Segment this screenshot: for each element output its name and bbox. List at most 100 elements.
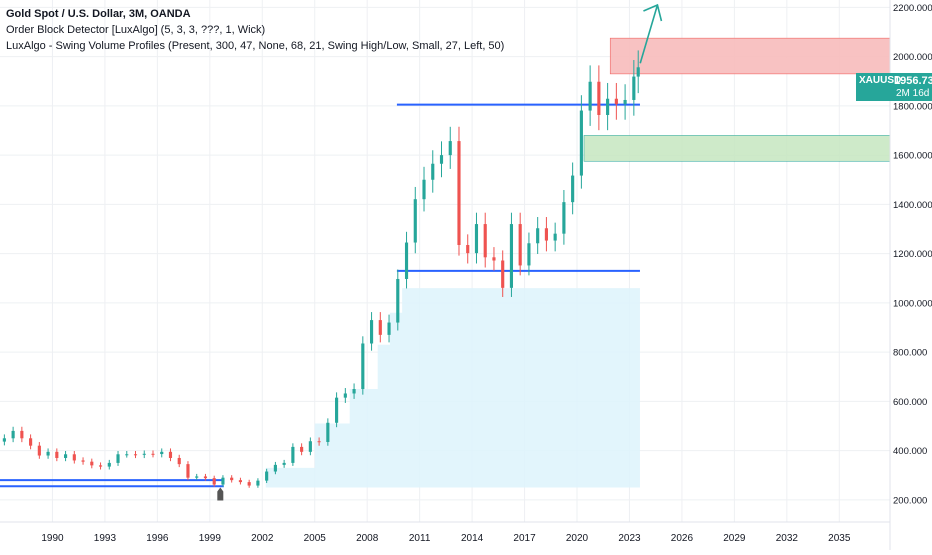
x-tick-label: 2029 bbox=[723, 533, 746, 544]
candle-body[interactable] bbox=[326, 422, 330, 442]
candle-body[interactable] bbox=[335, 397, 339, 423]
candle-body[interactable] bbox=[55, 451, 59, 458]
candle-body[interactable] bbox=[352, 389, 356, 394]
indicator-order-block-label[interactable]: Order Block Detector [LuxAlgo] (5, 3, 3,… bbox=[6, 24, 266, 36]
candle-body[interactable] bbox=[636, 67, 640, 77]
candle-body[interactable] bbox=[632, 76, 636, 100]
x-tick-label: 1996 bbox=[146, 533, 169, 544]
candle-body[interactable] bbox=[177, 457, 181, 465]
candle-body[interactable] bbox=[448, 141, 452, 156]
candle-body[interactable] bbox=[212, 478, 216, 485]
x-tick-label: 2008 bbox=[356, 533, 379, 544]
y-tick-label: 1200.000 bbox=[893, 249, 932, 260]
candle-body[interactable] bbox=[579, 110, 583, 176]
low-marker-icon bbox=[217, 487, 224, 501]
candle-body[interactable] bbox=[501, 260, 505, 288]
y-tick-label: 1600.000 bbox=[893, 151, 932, 162]
candle-body[interactable] bbox=[20, 430, 24, 439]
bullish-order-block bbox=[583, 135, 891, 162]
candle-body[interactable] bbox=[98, 465, 103, 467]
candle-body[interactable] bbox=[396, 278, 400, 323]
candle-body[interactable] bbox=[606, 98, 610, 115]
candle-body[interactable] bbox=[518, 224, 522, 266]
candle-body[interactable] bbox=[125, 454, 129, 456]
x-tick-label: 2017 bbox=[513, 533, 536, 544]
x-tick-label: 2035 bbox=[828, 533, 851, 544]
candle-body[interactable] bbox=[133, 454, 138, 456]
candle-body[interactable] bbox=[151, 453, 155, 455]
candle-body[interactable] bbox=[11, 430, 15, 439]
candle-body[interactable] bbox=[238, 480, 242, 483]
candle-body[interactable] bbox=[343, 393, 347, 398]
candle-body[interactable] bbox=[431, 163, 435, 180]
candle-body[interactable] bbox=[369, 320, 374, 344]
candle-body[interactable] bbox=[221, 477, 225, 485]
candle-body[interactable] bbox=[256, 480, 260, 486]
candle-body[interactable] bbox=[186, 464, 190, 478]
candle-body[interactable] bbox=[387, 322, 391, 335]
candle-body[interactable] bbox=[457, 141, 461, 245]
candle-body[interactable] bbox=[300, 446, 304, 452]
candle-body[interactable] bbox=[536, 228, 540, 244]
candle-body[interactable] bbox=[203, 476, 208, 479]
candle-body[interactable] bbox=[527, 243, 531, 266]
y-tick-label: 200.000 bbox=[893, 495, 927, 506]
last-price-tag: XAUUSD 1956.730 2M 16d bbox=[856, 73, 932, 101]
candle-body[interactable] bbox=[72, 454, 76, 461]
candle-body[interactable] bbox=[308, 441, 312, 452]
projection-arrow-head bbox=[643, 3, 663, 22]
candle-body[interactable] bbox=[265, 471, 269, 481]
symbol-title[interactable]: Gold Spot / U.S. Dollar, 3M, OANDA bbox=[6, 8, 191, 20]
candle-body[interactable] bbox=[160, 451, 164, 455]
x-tick-label: 2023 bbox=[618, 533, 641, 544]
price-tag-price: 1956.730 bbox=[894, 75, 932, 87]
candle-body[interactable] bbox=[623, 99, 627, 105]
candle-body[interactable] bbox=[46, 451, 50, 456]
candle-body[interactable] bbox=[483, 224, 487, 258]
y-tick-label: 400.000 bbox=[893, 446, 927, 457]
candle-body[interactable] bbox=[273, 464, 277, 472]
candle-body[interactable] bbox=[544, 228, 548, 241]
candle-body[interactable] bbox=[63, 454, 68, 458]
candle-body[interactable] bbox=[588, 81, 592, 111]
x-tick-label: 1999 bbox=[199, 533, 222, 544]
candle-body[interactable] bbox=[466, 244, 470, 254]
candle-body[interactable] bbox=[230, 477, 234, 481]
candle-body[interactable] bbox=[553, 233, 557, 241]
candle-body[interactable] bbox=[29, 438, 33, 446]
candle-body[interactable] bbox=[439, 155, 444, 164]
candle-body[interactable] bbox=[195, 476, 199, 478]
indicator-volume-profile-label[interactable]: LuxAlgo - Swing Volume Profiles (Present… bbox=[6, 40, 505, 52]
candle-body[interactable] bbox=[168, 451, 173, 458]
candle-body[interactable] bbox=[361, 343, 365, 390]
candle-body[interactable] bbox=[562, 202, 566, 234]
candle-body[interactable] bbox=[116, 454, 120, 463]
candle-body[interactable] bbox=[2, 438, 6, 442]
y-tick-label: 600.000 bbox=[893, 397, 927, 408]
candle-body[interactable] bbox=[282, 462, 286, 465]
candle-body[interactable] bbox=[571, 175, 575, 203]
candle-body[interactable] bbox=[413, 199, 417, 243]
candle-body[interactable] bbox=[291, 446, 295, 463]
candle-body[interactable] bbox=[107, 462, 111, 467]
candle-body[interactable] bbox=[509, 224, 514, 288]
candle-body[interactable] bbox=[247, 482, 251, 486]
candle-body[interactable] bbox=[597, 81, 601, 115]
candle-body[interactable] bbox=[317, 441, 321, 443]
candle-body[interactable] bbox=[142, 453, 146, 455]
chart-legend: Gold Spot / U.S. Dollar, 3M, OANDA Order… bbox=[6, 6, 504, 54]
candle-body[interactable] bbox=[492, 257, 496, 261]
candle-body[interactable] bbox=[81, 460, 85, 462]
candle-body[interactable] bbox=[614, 98, 618, 105]
y-tick-label: 800.000 bbox=[893, 348, 927, 359]
candle-body[interactable] bbox=[422, 179, 426, 200]
projection-arrow[interactable] bbox=[639, 4, 659, 64]
candle-body[interactable] bbox=[474, 224, 479, 254]
y-tick-label: 1400.000 bbox=[893, 200, 932, 211]
candle-body[interactable] bbox=[90, 461, 94, 466]
candle-body[interactable] bbox=[404, 242, 409, 279]
candle-body[interactable] bbox=[378, 320, 382, 335]
candle-body[interactable] bbox=[37, 445, 41, 456]
